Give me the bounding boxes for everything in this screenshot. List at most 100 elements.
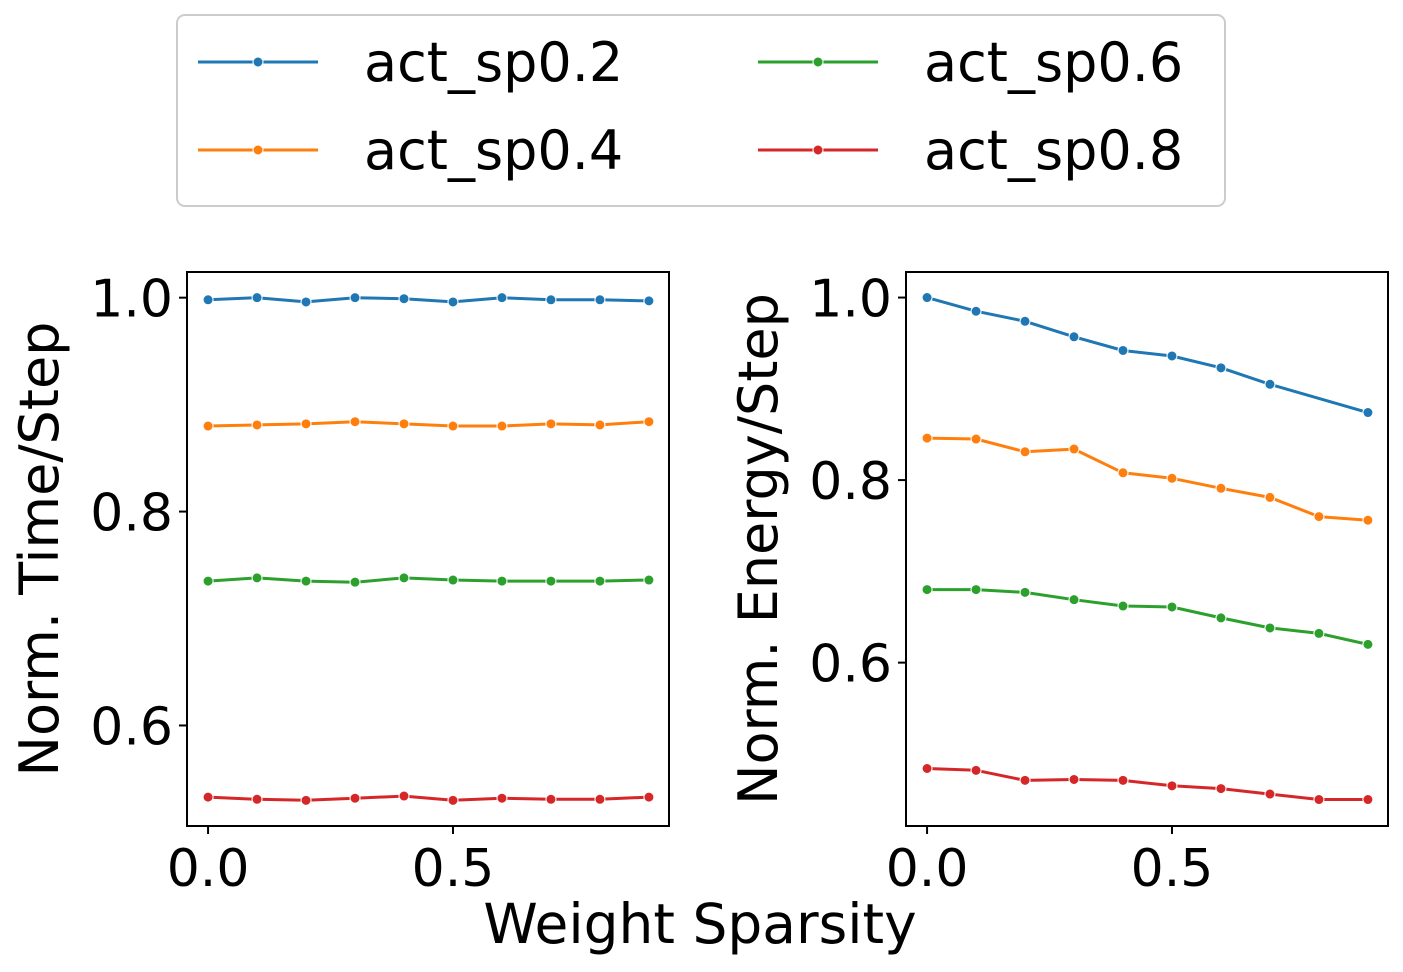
data-point bbox=[921, 432, 933, 444]
legend-marker bbox=[252, 56, 264, 68]
data-point bbox=[202, 575, 214, 587]
series-line bbox=[926, 296, 1369, 415]
legend: act_sp0.2 act_sp0.4 act_sp0.6 act_sp0.8 bbox=[176, 14, 1226, 207]
series-act_sp0.2 bbox=[202, 292, 655, 308]
data-point bbox=[398, 418, 410, 430]
data-point bbox=[398, 790, 410, 802]
legend-label: act_sp0.6 bbox=[924, 31, 1183, 94]
series-act_sp0.6 bbox=[202, 572, 655, 588]
data-point bbox=[970, 305, 982, 317]
data-point bbox=[643, 295, 655, 307]
data-point bbox=[1068, 594, 1080, 606]
data-point bbox=[398, 293, 410, 305]
data-point bbox=[970, 764, 982, 776]
data-point bbox=[1362, 794, 1374, 806]
data-point bbox=[545, 575, 557, 587]
shared-x-axis-label: Weight Sparsity bbox=[483, 892, 916, 956]
series-act_sp0.4 bbox=[202, 416, 655, 432]
series-act_sp0.8 bbox=[202, 790, 655, 806]
y-axis-label: Norm. Energy/Step bbox=[727, 293, 790, 805]
data-point bbox=[1019, 586, 1031, 598]
data-point bbox=[300, 418, 312, 430]
data-point bbox=[447, 794, 459, 806]
data-point bbox=[1068, 773, 1080, 785]
data-point bbox=[447, 420, 459, 432]
data-point bbox=[1117, 344, 1129, 356]
data-point bbox=[1313, 627, 1325, 639]
data-point bbox=[251, 793, 263, 805]
data-point bbox=[202, 420, 214, 432]
data-point bbox=[1166, 350, 1178, 362]
x-tick-label: 0.5 bbox=[412, 839, 495, 899]
data-point bbox=[1215, 362, 1227, 374]
data-point bbox=[1264, 378, 1276, 390]
data-point bbox=[300, 794, 312, 806]
data-point bbox=[251, 419, 263, 431]
data-point bbox=[1215, 482, 1227, 494]
series-line bbox=[208, 420, 649, 428]
data-point bbox=[349, 292, 361, 304]
data-point bbox=[202, 294, 214, 306]
data-point bbox=[1166, 601, 1178, 613]
data-point bbox=[970, 584, 982, 596]
data-point bbox=[1215, 783, 1227, 795]
x-tick-label: 0.0 bbox=[886, 839, 969, 899]
y-axis-label: Norm. Time/Step bbox=[8, 322, 71, 777]
data-point bbox=[921, 292, 933, 304]
panel-2: 0.0 0.5 0.6 0.8 1.0 Norm. Energy/Step bbox=[727, 270, 1389, 899]
data-point bbox=[1166, 472, 1178, 484]
series-act_sp0.6 bbox=[921, 584, 1374, 650]
data-point bbox=[594, 575, 606, 587]
data-point bbox=[398, 572, 410, 584]
data-point bbox=[1068, 331, 1080, 343]
series-act_sp0.4 bbox=[921, 432, 1374, 526]
x-tick-label: 0.0 bbox=[167, 839, 250, 899]
data-point bbox=[1019, 446, 1031, 458]
data-point bbox=[496, 292, 508, 304]
data-point bbox=[349, 416, 361, 428]
y-tick-label: 1.0 bbox=[809, 270, 892, 330]
data-point bbox=[643, 574, 655, 586]
data-point bbox=[594, 294, 606, 306]
data-point bbox=[1313, 794, 1325, 806]
data-point bbox=[496, 420, 508, 432]
data-point bbox=[643, 791, 655, 803]
series-line bbox=[208, 794, 649, 802]
series-act_sp0.8 bbox=[921, 763, 1374, 806]
legend-entry: act_sp0.2 bbox=[198, 31, 623, 94]
data-point bbox=[1264, 788, 1276, 800]
data-point bbox=[300, 575, 312, 587]
legend-marker bbox=[252, 144, 264, 156]
data-point bbox=[1117, 600, 1129, 612]
data-point bbox=[1313, 511, 1325, 523]
data-point bbox=[1264, 622, 1276, 634]
axes-frame bbox=[186, 271, 670, 827]
y-tick-label: 0.6 bbox=[809, 635, 892, 695]
data-point bbox=[1215, 612, 1227, 624]
legend-entry: act_sp0.4 bbox=[198, 119, 623, 182]
data-point bbox=[300, 296, 312, 308]
legend-frame bbox=[176, 14, 1226, 207]
series-act_sp0.2 bbox=[921, 292, 1374, 419]
legend-marker bbox=[812, 56, 824, 68]
legend-entry: act_sp0.8 bbox=[758, 119, 1183, 182]
legend-label: act_sp0.2 bbox=[364, 31, 623, 94]
data-point bbox=[349, 576, 361, 588]
data-point bbox=[594, 793, 606, 805]
data-point bbox=[1019, 774, 1031, 786]
data-point bbox=[594, 419, 606, 431]
data-point bbox=[447, 296, 459, 308]
data-point bbox=[1362, 638, 1374, 650]
x-tick-label: 0.5 bbox=[1131, 839, 1214, 899]
data-point bbox=[1362, 514, 1374, 526]
data-point bbox=[1362, 407, 1374, 419]
data-point bbox=[1166, 780, 1178, 792]
data-point bbox=[251, 572, 263, 584]
data-point bbox=[545, 418, 557, 430]
data-point bbox=[496, 792, 508, 804]
series-line bbox=[927, 588, 1369, 646]
legend-label: act_sp0.8 bbox=[924, 119, 1183, 182]
y-tick-label: 0.6 bbox=[90, 697, 173, 757]
series-line bbox=[927, 436, 1369, 522]
